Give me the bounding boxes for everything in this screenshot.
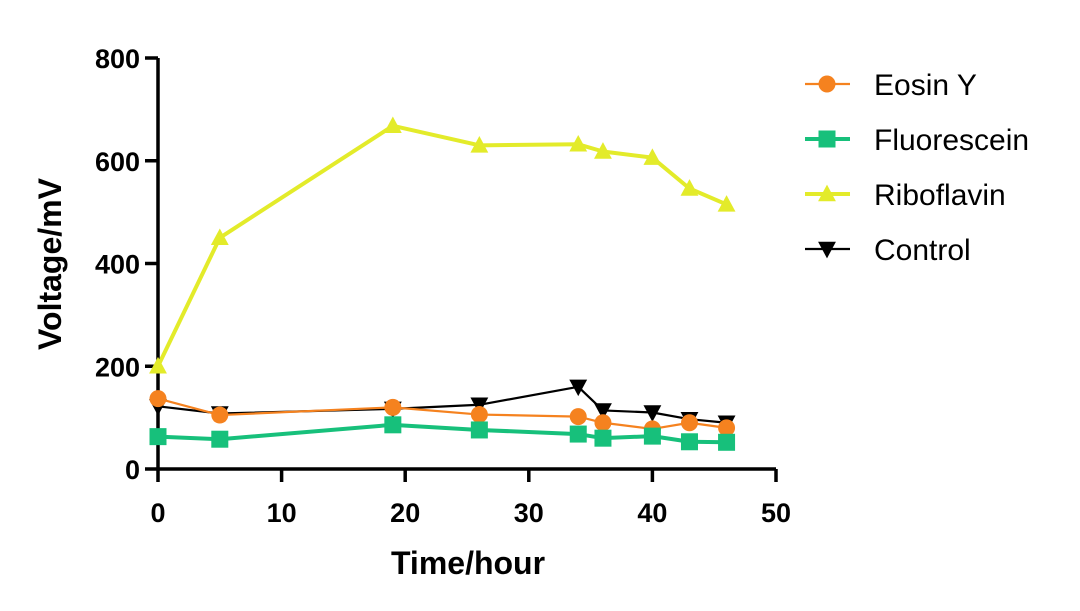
y-tick-label: 400 <box>95 250 140 280</box>
legend-item-riboflavin: Riboflavin <box>805 179 1006 212</box>
data-point <box>594 142 612 159</box>
data-point <box>569 379 588 397</box>
legend-label: Fluorescein <box>874 124 1029 157</box>
legend-swatch-marker <box>818 130 836 148</box>
data-point <box>470 421 488 439</box>
data-point <box>384 416 402 434</box>
series-fluorescein <box>149 416 736 451</box>
data-point <box>149 390 167 408</box>
x-tick-label: 40 <box>637 498 667 528</box>
legend-item-eosin-y: Eosin Y <box>805 69 977 102</box>
series-line <box>157 397 727 431</box>
x-tick-label: 20 <box>390 498 420 528</box>
data-point <box>594 403 612 420</box>
series-riboflavin <box>149 116 736 374</box>
y-tick-label: 0 <box>125 455 140 485</box>
data-point <box>680 179 699 196</box>
x-tick-label: 30 <box>514 498 544 528</box>
data-point <box>470 135 489 153</box>
y-axis-title: Voltage/mV <box>32 177 68 350</box>
data-point <box>569 134 588 152</box>
y-tick-label: 200 <box>95 352 140 382</box>
data-point <box>643 405 662 422</box>
legend-swatch-marker <box>818 184 836 202</box>
legend-item-control: Control <box>805 234 971 267</box>
legend-label: Control <box>874 234 971 267</box>
data-point <box>470 397 489 415</box>
data-point <box>718 433 736 451</box>
data-point <box>383 116 402 134</box>
data-point <box>149 356 167 374</box>
data-point <box>211 430 229 448</box>
data-point <box>210 228 229 246</box>
legend-label: Riboflavin <box>874 179 1006 212</box>
data-point <box>643 427 661 445</box>
data-point <box>594 414 612 432</box>
axes: 0 200 400 600 800 0 10 20 30 40 50 <box>95 44 791 528</box>
data-point <box>717 195 736 212</box>
data-point <box>569 408 587 426</box>
series-line <box>157 385 727 424</box>
data-point <box>643 148 662 165</box>
x-tick-label: 0 <box>150 498 165 528</box>
legend-item-fluorescein: Fluorescein <box>805 124 1029 157</box>
legend-swatch-marker <box>818 241 836 259</box>
x-tick-label: 50 <box>761 498 791 528</box>
legend-swatch-marker <box>818 75 836 93</box>
y-tick-label: 800 <box>95 44 140 74</box>
data-point <box>211 406 229 424</box>
series-line <box>156 123 728 368</box>
data-point <box>569 425 587 443</box>
y-tick-label: 600 <box>95 147 140 177</box>
data-point <box>680 433 698 451</box>
data-point <box>384 398 402 416</box>
series-layer <box>149 116 736 451</box>
data-point <box>594 429 612 447</box>
data-point <box>149 428 167 446</box>
data-point <box>680 414 698 432</box>
x-axis-title: Time/hour <box>391 545 545 581</box>
data-point <box>470 406 488 424</box>
x-tick-label: 10 <box>267 498 297 528</box>
data-point <box>718 419 736 437</box>
legend-label: Eosin Y <box>874 69 977 102</box>
legend: Eosin Y Fluorescein Riboflavin Control <box>805 69 1029 267</box>
